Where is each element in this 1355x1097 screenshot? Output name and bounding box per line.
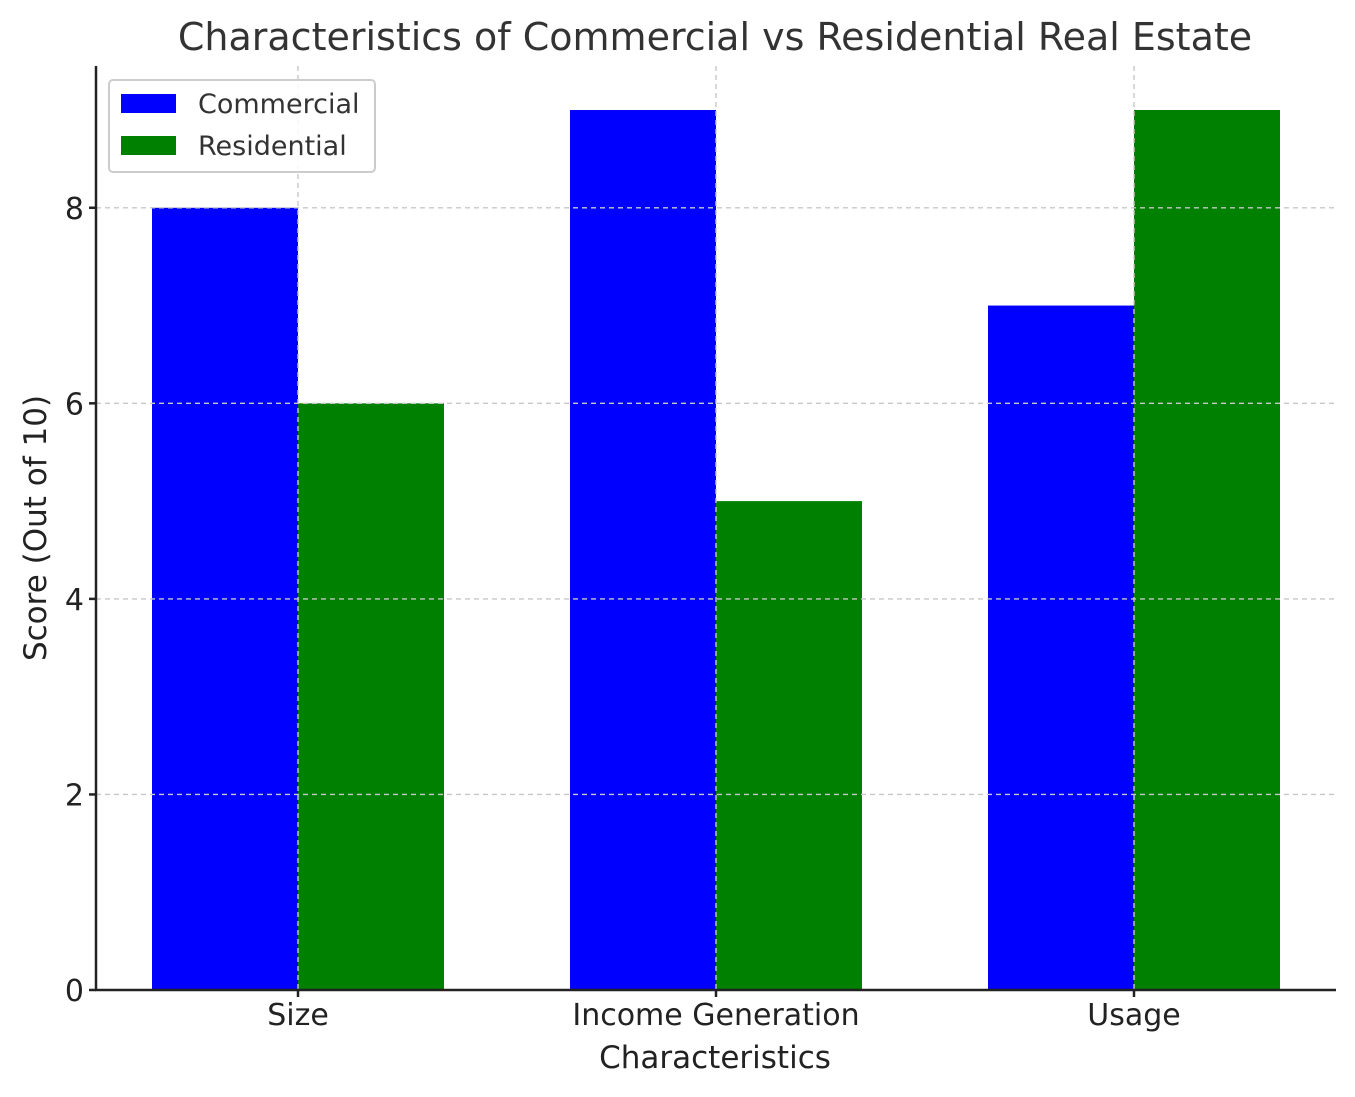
tick-labels: 0 2 4 6 8 Size Income Generation Usage: [65, 192, 1181, 1033]
x-tick-label-size: Size: [267, 998, 329, 1033]
bar-commercial-usage: [988, 305, 1134, 990]
legend-label-commercial: Commercial: [198, 89, 360, 120]
legend-label-residential: Residential: [198, 131, 347, 162]
x-axis-label: Characteristics: [599, 1040, 831, 1076]
grid-lines: [96, 66, 1336, 990]
y-tick-label: 0: [65, 974, 84, 1009]
bar-residential-usage: [1134, 110, 1280, 990]
y-tick-label: 8: [65, 192, 84, 227]
x-tick-label-usage: Usage: [1087, 998, 1180, 1033]
bars-group: [152, 110, 1280, 990]
chart-title: Characteristics of Commercial vs Residen…: [178, 15, 1252, 59]
bar-residential-size: [298, 403, 444, 990]
bar-residential-income-generation: [716, 501, 862, 990]
x-tick-label-income-generation: Income Generation: [572, 998, 859, 1033]
y-tick-label: 4: [65, 583, 84, 618]
y-axis-label: Score (Out of 10): [18, 395, 54, 661]
legend-swatch-residential: [121, 136, 176, 155]
y-tick-label: 2: [65, 778, 84, 813]
legend: Commercial Residential: [108, 79, 376, 173]
legend-swatch-commercial: [121, 94, 176, 113]
bar-commercial-income-generation: [570, 110, 716, 990]
y-tick-label: 6: [65, 387, 84, 422]
